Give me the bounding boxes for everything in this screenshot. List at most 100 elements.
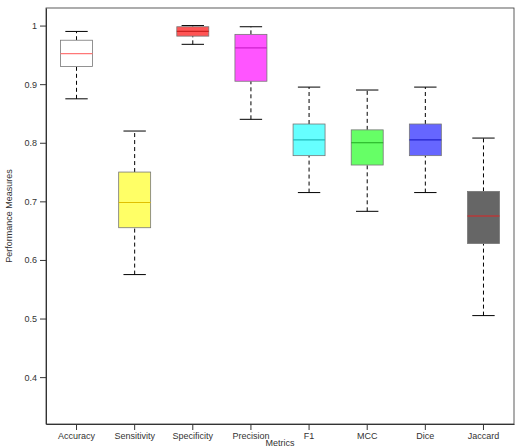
y-tick: 0.7 (24, 197, 46, 207)
y-tick-mark (40, 319, 46, 320)
upper-cap (472, 138, 494, 139)
y-tick-label: 0.8 (24, 138, 37, 148)
upper-whisker (309, 87, 310, 124)
lower-cap (298, 192, 320, 193)
upper-whisker (425, 87, 426, 124)
lower-cap (240, 119, 262, 120)
x-tick-mark (250, 424, 251, 430)
upper-cap (414, 87, 436, 88)
y-tick: 0.5 (24, 314, 46, 324)
upper-whisker (483, 138, 484, 191)
boxes (61, 26, 500, 316)
y-tick-mark (40, 260, 46, 261)
y-tick-label: 0.7 (24, 197, 37, 207)
x-tick-label: Precision (232, 431, 269, 441)
lower-cap (414, 192, 436, 193)
y-tick-mark (40, 377, 46, 378)
upper-cap (123, 131, 145, 132)
y-tick: 0.9 (24, 80, 46, 90)
lower-whisker (250, 81, 251, 119)
x-tick: Specificity (173, 424, 214, 441)
box (351, 90, 383, 211)
lower-whisker (425, 156, 426, 193)
y-axis: 0.4 0.5 0.6 0.7 0.8 0.9 1 (24, 9, 46, 425)
y-tick: 0.4 (24, 373, 46, 383)
x-tick: Precision (232, 424, 269, 441)
box-body (235, 34, 267, 81)
lower-whisker (76, 67, 77, 99)
y-tick: 1 (32, 21, 46, 31)
x-tick: Dice (416, 424, 434, 441)
box (235, 27, 267, 120)
y-tick-label: 0.9 (24, 80, 37, 90)
lower-cap (472, 315, 494, 316)
x-axis-line (47, 424, 515, 425)
box-body (293, 124, 325, 156)
box-body (409, 124, 441, 156)
lower-whisker (134, 228, 135, 275)
median-line (467, 215, 499, 216)
y-tick: 0.8 (24, 138, 46, 148)
box (293, 87, 325, 192)
x-tick: Sensitivity (114, 424, 155, 441)
box-body (177, 27, 209, 36)
box (409, 87, 441, 192)
y-tick-label: 0.4 (24, 373, 37, 383)
x-tick: F1 (304, 424, 315, 441)
x-tick-mark (76, 424, 77, 430)
box-body (119, 172, 151, 228)
upper-whisker (250, 27, 251, 35)
y-tick-label: 0.5 (24, 314, 37, 324)
upper-cap (356, 90, 378, 91)
y-tick-label: 0.6 (24, 255, 37, 265)
upper-whisker (367, 90, 368, 130)
lower-cap (182, 44, 204, 45)
x-tick-mark (309, 424, 310, 430)
upper-cap (240, 26, 262, 27)
lower-cap (65, 98, 87, 99)
plot-area: 0.4 0.5 0.6 0.7 0.8 0.9 1 Accuracy Sensitivity Sp… (24, 8, 514, 441)
x-tick-mark (425, 424, 426, 430)
lower-whisker (309, 156, 310, 193)
y-tick-mark (40, 84, 46, 85)
chart: 0.4 0.5 0.6 0.7 0.8 0.9 1 Accuracy Sensitivity Sp… (0, 0, 522, 448)
box-body (61, 40, 93, 66)
y-axis-line (46, 9, 47, 425)
plot-frame (46, 8, 514, 424)
box-body (351, 130, 383, 165)
x-tick-label: Sensitivity (114, 431, 155, 441)
x-tick: Accuracy (58, 424, 96, 441)
median-line (177, 31, 209, 32)
x-tick-mark (134, 424, 135, 430)
lower-whisker (483, 244, 484, 316)
y-tick-label: 1 (32, 21, 37, 31)
box (467, 138, 499, 316)
box (177, 26, 209, 45)
x-tick-label: Specificity (173, 431, 214, 441)
y-axis-title: Performance Measures (4, 169, 14, 263)
upper-cap (65, 31, 87, 32)
lower-whisker (192, 36, 193, 44)
x-tick: Jaccard (468, 424, 500, 441)
y-tick-mark (40, 26, 46, 27)
median-line (61, 53, 93, 54)
lower-cap (123, 274, 145, 275)
box (61, 31, 93, 98)
upper-cap (298, 87, 320, 88)
x-tick-label: Jaccard (468, 431, 500, 441)
lower-whisker (367, 165, 368, 211)
median-line (119, 202, 151, 203)
upper-whisker (76, 31, 77, 40)
y-tick-mark (40, 201, 46, 202)
median-line (351, 142, 383, 143)
x-tick-mark (483, 424, 484, 430)
median-line (293, 139, 325, 140)
y-tick-mark (40, 143, 46, 144)
x-tick-label: Accuracy (58, 431, 96, 441)
x-tick: MCC (357, 424, 378, 441)
x-tick-mark (192, 424, 193, 430)
x-tick-label: MCC (357, 431, 378, 441)
upper-whisker (134, 131, 135, 172)
x-tick-mark (367, 424, 368, 430)
upper-cap (182, 25, 204, 26)
